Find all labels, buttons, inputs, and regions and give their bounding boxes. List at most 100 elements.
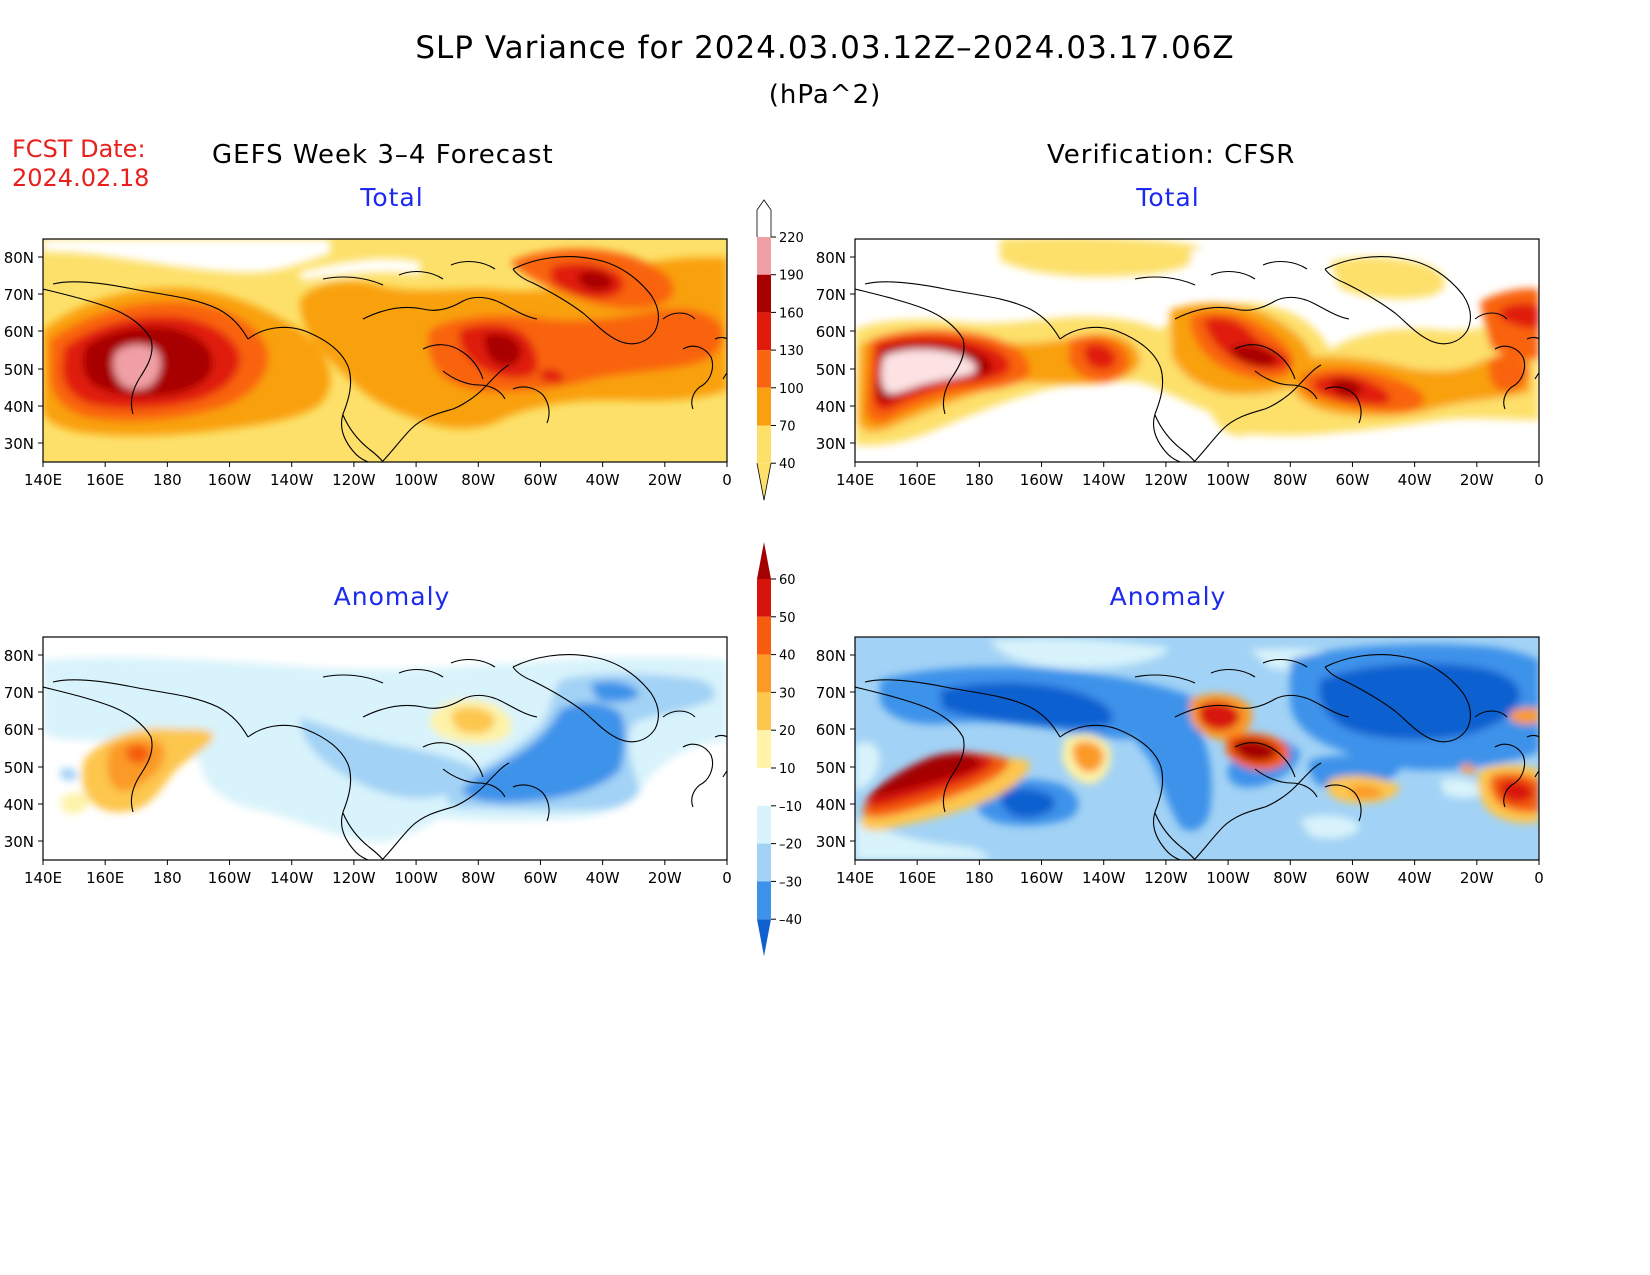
verification-anomaly-lat-label: 80N — [816, 647, 846, 665]
anomaly-colorbar-swatch — [757, 579, 771, 617]
forecast-anomaly-lat-label: 40N — [4, 796, 34, 814]
forecast-date-caption: FCST Date: — [12, 135, 146, 163]
total-colorbar-label: 190 — [779, 269, 804, 284]
total-colorbar-label: 160 — [779, 306, 804, 321]
verification-anomaly-lon-label: 140W — [1082, 869, 1126, 887]
forecast-anomaly-lon-label: 40W — [586, 869, 620, 887]
forecast-anomaly-lat-label: 60N — [4, 721, 34, 739]
verification-total-lon-label: 0 — [1534, 471, 1544, 489]
forecast-total-map — [42, 238, 728, 463]
total-colorbar-swatch — [757, 312, 771, 351]
total-colorbar-swatch — [757, 387, 771, 426]
forecast-date-value: 2024.02.18 — [12, 164, 150, 192]
forecast-date-label: FCST Date: 2024.02.18 — [12, 135, 149, 193]
anomaly-colorbar-swatch — [757, 843, 771, 882]
forecast-anomaly-lon-label: 20W — [648, 869, 682, 887]
forecast-total-lon-label: 0 — [722, 471, 732, 489]
forecast-total-lon-label: 60W — [523, 471, 557, 489]
verification-total-lon-label: 140E — [836, 471, 874, 489]
anomaly-colorbar-label: 60 — [779, 573, 796, 588]
forecast-column-title: GEFS Week 3–4 Forecast — [212, 140, 554, 170]
total-colorbar-label: 100 — [779, 382, 804, 397]
verification-total-lon-label: 60W — [1335, 471, 1369, 489]
verification-anomaly-lon-label: 80W — [1273, 869, 1307, 887]
forecast-total-lon-label: 140E — [24, 471, 62, 489]
anomaly-colorbar-label: –30 — [779, 875, 802, 890]
total-colorbar-top-cap — [756, 199, 772, 237]
verification-anomaly-lat-label: 30N — [816, 833, 846, 851]
anomaly-colorbar-label: –10 — [779, 800, 802, 815]
verification-anomaly-lon-label: 0 — [1534, 869, 1544, 887]
forecast-total-lon-label: 20W — [648, 471, 682, 489]
anomaly-colorbar-label: –20 — [779, 838, 802, 853]
verification-anomaly-lat-label: 60N — [816, 721, 846, 739]
anomaly-colorbar-swatch — [757, 768, 771, 806]
verification-total-lon-label: 80W — [1273, 471, 1307, 489]
forecast-anomaly-label: Anomaly — [333, 582, 451, 611]
forecast-total-lat-label: 80N — [4, 249, 34, 267]
forecast-total-lat-label: 70N — [4, 286, 34, 304]
verification-total-lon-label: 140W — [1082, 471, 1126, 489]
verification-total-lon-label: 100W — [1206, 471, 1250, 489]
forecast-total-lon-label: 40W — [586, 471, 620, 489]
anomaly-colorbar-swatch — [757, 730, 771, 768]
forecast-anomaly-lon-label: 140W — [270, 869, 314, 887]
verification-anomaly-lon-label: 140E — [836, 869, 874, 887]
verification-anomaly-lon-label: 40W — [1398, 869, 1432, 887]
forecast-anomaly-lon-label: 180 — [153, 869, 182, 887]
anomaly-colorbar-label: –40 — [779, 913, 802, 928]
verification-anomaly-label: Anomaly — [1109, 582, 1227, 611]
total-colorbar-bottom-cap — [756, 463, 772, 501]
forecast-anomaly-lon-label: 0 — [722, 869, 732, 887]
anomaly-colorbar-swatch — [757, 616, 771, 655]
forecast-total-lat-label: 50N — [4, 361, 34, 379]
verification-anomaly-lon-label: 160W — [1020, 869, 1064, 887]
verification-total-lon-label: 160W — [1020, 471, 1064, 489]
verification-total-lat-label: 70N — [816, 286, 846, 304]
forecast-total-lat-label: 60N — [4, 323, 34, 341]
verification-total-lon-label: 180 — [965, 471, 994, 489]
verification-total-lon-label: 120W — [1144, 471, 1188, 489]
verification-total-lat-label: 50N — [816, 361, 846, 379]
verification-anomaly-lon-label: 120W — [1144, 869, 1188, 887]
forecast-anomaly-lat-label: 80N — [4, 647, 34, 665]
verification-anomaly-lat-label: 50N — [816, 759, 846, 777]
forecast-anomaly-lat-label: 70N — [4, 684, 34, 702]
forecast-total-lon-label: 160W — [208, 471, 252, 489]
forecast-total-label: Total — [360, 183, 424, 212]
anomaly-colorbar-label: 30 — [779, 686, 796, 701]
map-axes: 140E 160E 180 160W 140W 120W 100W 80W 60W 40W 20W 0… — [4, 249, 1544, 887]
forecast-anomaly-lat-label: 30N — [4, 833, 34, 851]
forecast-total-lat-label: 30N — [4, 435, 34, 453]
verification-anomaly-lon-label: 100W — [1206, 869, 1250, 887]
anomaly-colorbar-swatch — [757, 805, 771, 844]
anomaly-colorbar-swatch — [757, 692, 771, 731]
colorbars: 220 190 160 130 100 70 40 60 50 40 30 20 10 –10 –20 –30… — [756, 199, 804, 957]
forecast-anomaly-lon-label: 80W — [461, 869, 495, 887]
verification-total-lon-label: 160E — [898, 471, 936, 489]
forecast-total-lat-label: 40N — [4, 398, 34, 416]
anomaly-colorbar-top-cap — [757, 542, 771, 579]
anomaly-colorbar-bottom-cap — [757, 919, 771, 957]
forecast-total-lon-label: 180 — [153, 471, 182, 489]
verification-anomaly-lon-label: 60W — [1335, 869, 1369, 887]
total-colorbar-swatch — [757, 425, 771, 464]
total-colorbar-label: 220 — [779, 231, 804, 246]
anomaly-colorbar-label: 10 — [779, 762, 796, 777]
verification-anomaly-lon-label: 180 — [965, 869, 994, 887]
anomaly-colorbar-label: 40 — [779, 649, 796, 664]
verification-anomaly-lon-label: 160E — [898, 869, 936, 887]
total-colorbar-swatch — [757, 237, 771, 275]
verification-anomaly-lat-label: 70N — [816, 684, 846, 702]
anomaly-colorbar-label: 50 — [779, 611, 796, 626]
total-colorbar-label: 40 — [779, 457, 796, 472]
verification-total-lat-label: 60N — [816, 323, 846, 341]
verification-column-title: Verification: CFSR — [1047, 140, 1296, 170]
forecast-anomaly-lon-label: 140E — [24, 869, 62, 887]
forecast-total-lon-label: 80W — [461, 471, 495, 489]
forecast-anomaly-map — [42, 636, 728, 861]
verification-total-lon-label: 20W — [1460, 471, 1494, 489]
total-colorbar-label: 70 — [779, 420, 796, 435]
forecast-anomaly-lon-label: 120W — [332, 869, 376, 887]
anomaly-colorbar-swatch — [757, 881, 771, 920]
